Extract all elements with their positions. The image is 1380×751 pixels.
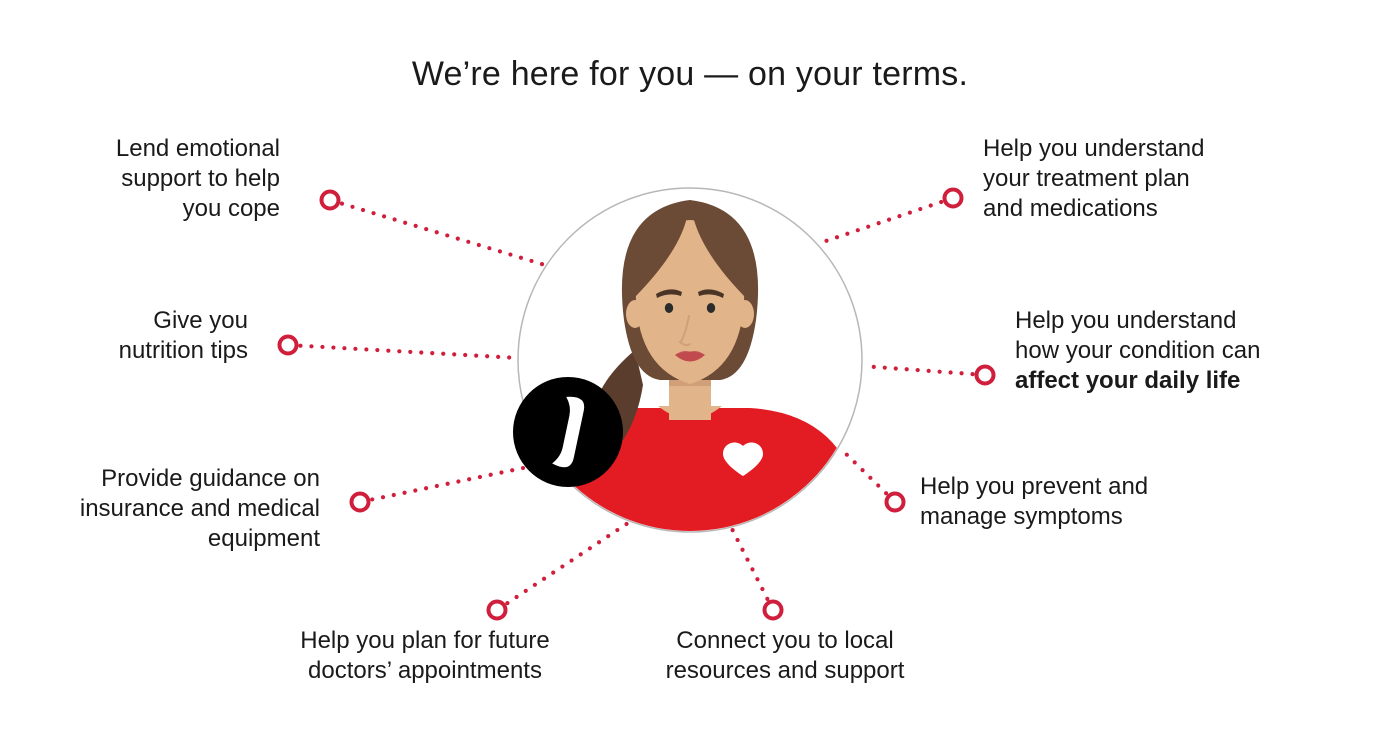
marker-emotional-support — [322, 192, 339, 209]
connector-plan-appointments — [505, 522, 628, 605]
marker-local-resources — [765, 602, 782, 619]
page-title: We’re here for you — on your terms. — [0, 55, 1380, 94]
connector-insurance-guidance — [370, 461, 547, 501]
phone-icon — [552, 395, 586, 469]
connector-condition-daily-life — [872, 365, 975, 376]
infographic-stage: We’re here for you — on your terms. Lend… — [0, 0, 1380, 751]
connector-local-resources — [730, 528, 769, 601]
callout-treatment-plan: Help you understandyour treatment planan… — [983, 134, 1243, 224]
callout-emotional-support: Lend emotionalsupport to helpyou cope — [80, 134, 280, 224]
callout-local-resources: Connect you to localresources and suppor… — [655, 626, 915, 686]
callout-prevent-symptoms: Help you prevent andmanage symptoms — [920, 472, 1180, 532]
callout-plan-appointments: Help you plan for futuredoctors’ appoint… — [285, 626, 565, 686]
callout-insurance-guidance: Provide guidance oninsurance and medical… — [60, 464, 320, 554]
connector-nutrition-tips — [298, 344, 511, 360]
callout-nutrition-tips: Give younutrition tips — [78, 306, 248, 366]
connector-prevent-symptoms — [845, 453, 888, 496]
marker-treatment-plan — [945, 190, 962, 207]
marker-insurance-guidance — [352, 494, 369, 511]
callout-condition-daily-life: Help you understandhow your condition ca… — [1015, 306, 1315, 396]
marker-prevent-symptoms — [887, 494, 904, 511]
phone-badge — [513, 377, 623, 487]
marker-condition-daily-life — [977, 367, 994, 384]
marker-nutrition-tips — [280, 337, 297, 354]
connector-emotional-support — [340, 202, 544, 267]
connector-treatment-plan — [824, 200, 943, 243]
marker-plan-appointments — [489, 602, 506, 619]
